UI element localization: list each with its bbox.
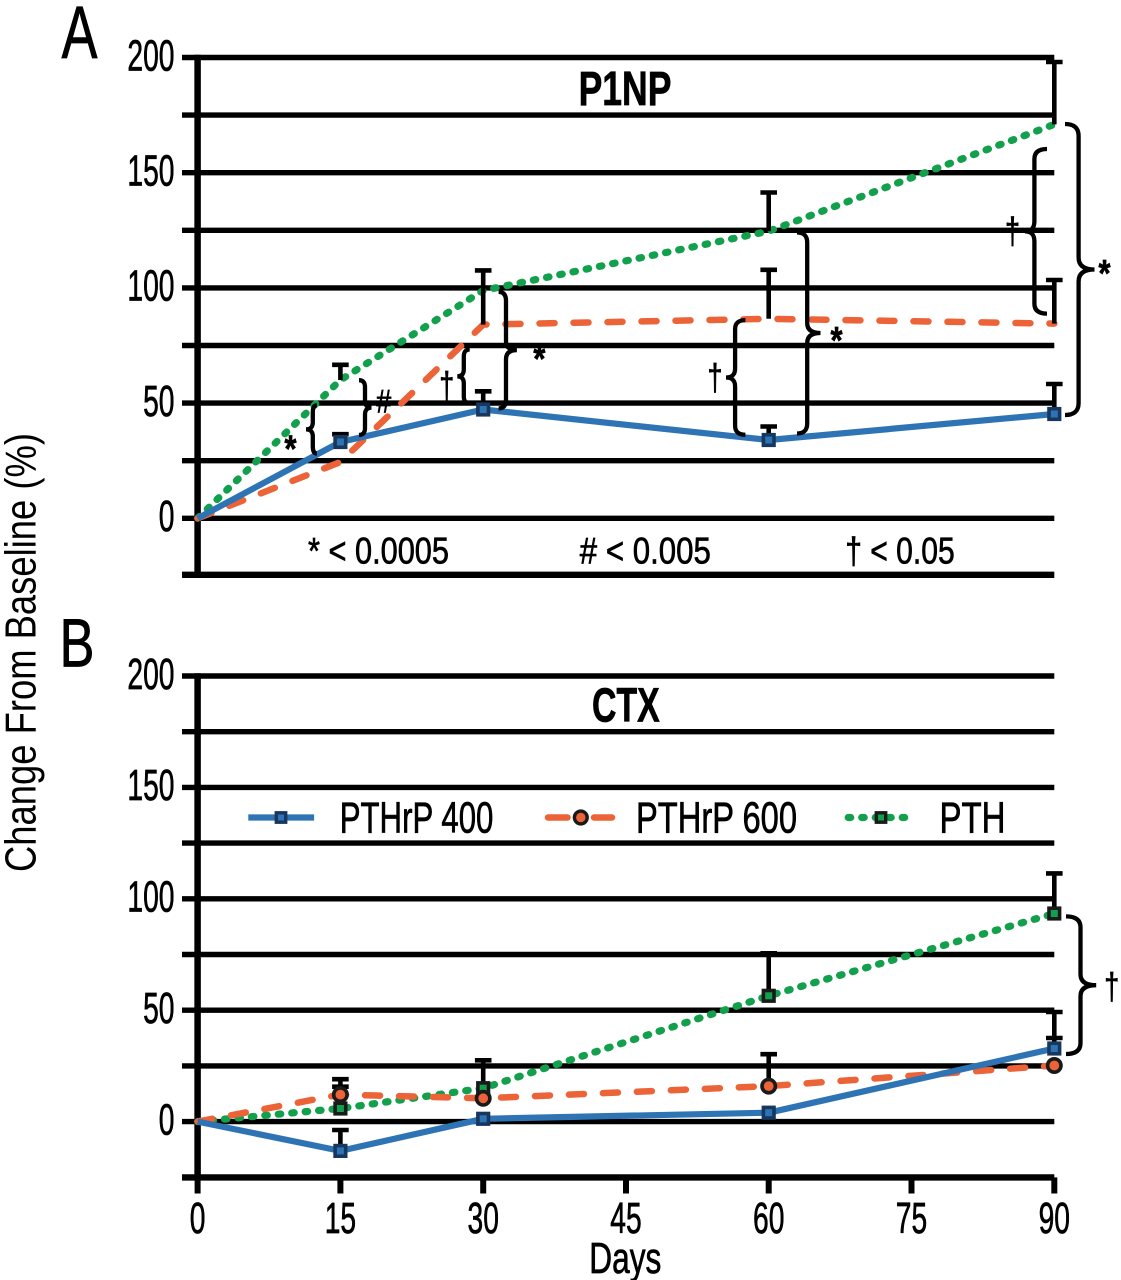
svg-text:†: † [1005,211,1020,252]
svg-text:P1NP: P1NP [579,63,672,116]
svg-text:PTH: PTH [940,795,1006,843]
svg-text:200: 200 [127,651,174,699]
svg-text:#: # [376,384,391,420]
svg-text:†: † [439,365,454,406]
svg-text:# < 0.005: # < 0.005 [580,530,711,572]
svg-text:0: 0 [190,1195,206,1243]
svg-text:†: † [708,357,723,398]
svg-text:B: B [60,605,95,682]
svg-text:30: 30 [468,1195,499,1243]
svg-text:*: * [831,320,843,362]
svg-text:150: 150 [127,148,174,196]
svg-text:90: 90 [1039,1195,1070,1243]
svg-text:Days: Days [589,1235,661,1280]
svg-text:*: * [285,429,297,471]
svg-text:75: 75 [896,1195,927,1243]
svg-text:0: 0 [159,1096,175,1144]
svg-text:†: † [1104,966,1119,1007]
svg-text:* < 0.0005: * < 0.0005 [308,530,449,572]
svg-text:100: 100 [127,874,174,922]
svg-text:PTHrP 600: PTHrP 600 [636,795,797,843]
svg-text:Change From Baseline (%): Change From Baseline (%) [0,433,46,872]
svg-text:100: 100 [127,263,174,311]
svg-text:*: * [1099,253,1111,295]
svg-text:CTX: CTX [592,680,660,733]
svg-text:† < 0.05: † < 0.05 [845,530,955,572]
svg-text:50: 50 [143,378,174,426]
svg-text:PTHrP 400: PTHrP 400 [340,795,494,843]
svg-text:*: * [533,339,545,381]
svg-text:45: 45 [610,1195,641,1243]
svg-text:15: 15 [325,1195,356,1243]
svg-text:200: 200 [127,32,174,80]
svg-text:60: 60 [753,1195,784,1243]
svg-text:150: 150 [127,762,174,810]
svg-text:0: 0 [159,493,175,541]
svg-text:A: A [62,0,98,74]
svg-text:50: 50 [143,985,174,1033]
